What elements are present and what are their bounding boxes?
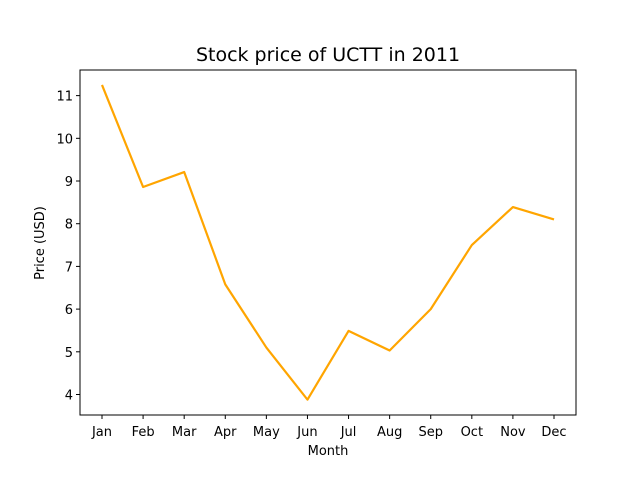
chart-title: Stock price of UCTT in 2011 (196, 44, 460, 66)
y-axis: 4 5 6 7 8 9 10 11 (56, 90, 80, 404)
y-tick-label: 11 (56, 90, 73, 105)
series-layer (100, 84, 555, 401)
x-tick-label: Feb (132, 425, 155, 440)
x-tick-label: Dec (541, 425, 566, 440)
x-tick-label: May (253, 425, 280, 440)
x-tick-label: Nov (500, 425, 526, 440)
plot-frame (79, 69, 577, 416)
x-tick-label: Aug (377, 425, 402, 440)
y-tick-label: 4 (65, 389, 73, 404)
x-tick-label: Mar (172, 425, 197, 440)
y-tick-label: 10 (56, 132, 73, 147)
y-tick-label: 7 (65, 260, 73, 275)
y-tick-label: 9 (65, 175, 73, 190)
x-tick-label: Sep (418, 425, 443, 440)
y-tick-label: 5 (65, 346, 73, 361)
x-tick-label: Jul (340, 425, 357, 440)
x-tick-label: Jan (91, 425, 112, 440)
x-axis-title: Month (308, 444, 349, 459)
x-tick-label: Oct (461, 425, 483, 440)
x-axis: Jan Feb Mar Apr May Jun Jul Aug Sep Oct Nov Dec (91, 415, 567, 440)
x-tick-label: Jun (296, 425, 317, 440)
y-tick-label: 8 (65, 218, 73, 233)
x-tick-label: Apr (214, 425, 237, 440)
series-line (100, 84, 555, 401)
y-axis-title: Price (USD) (33, 206, 48, 280)
y-tick-label: 6 (65, 303, 73, 318)
